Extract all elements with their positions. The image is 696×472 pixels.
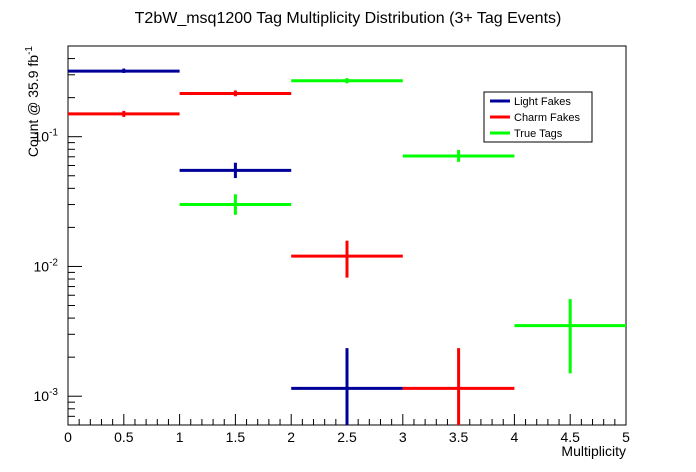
y-tick-label: 10-1 [34, 128, 59, 145]
x-tick-label: 2.5 [337, 429, 357, 445]
y-tick-labels: 10-310-210-1 [34, 128, 59, 405]
x-tick-label: 3.5 [449, 429, 469, 445]
legend-item: True Tags [490, 128, 563, 140]
data-point [291, 78, 403, 84]
y-axis-label: Count @ 35.9 fb-1 [24, 46, 41, 158]
axis-ticks [67, 45, 627, 426]
x-tick-label: 1 [176, 429, 184, 445]
data-point [68, 68, 180, 73]
y-tick-exponent: -1 [49, 128, 58, 139]
y-tick-exponent: -3 [49, 387, 58, 398]
legend-label: Light Fakes [514, 96, 571, 108]
y-tick-label: 10-2 [34, 257, 59, 274]
x-tick-label: 3 [399, 429, 407, 445]
data-point [179, 162, 292, 179]
legend: Light Fakes Charm Fakes True Tags [483, 91, 593, 143]
data-point [291, 348, 403, 425]
x-tick-label: 0 [64, 429, 72, 445]
data-point [179, 194, 292, 215]
chart-title: T2bW_msq1200 Tag Multiplicity Distributi… [135, 10, 562, 27]
x-tick-label: 2 [287, 429, 295, 445]
x-tick-label: 4.5 [560, 429, 580, 445]
y-tick-label: 10-3 [34, 387, 59, 404]
y-axis-label-superscript: -1 [24, 46, 35, 55]
x-tick-label: 1.5 [226, 429, 246, 445]
data-point [402, 149, 515, 162]
data-point [402, 348, 515, 425]
legend-item: Light Fakes [490, 96, 571, 108]
y-tick-base: 10 [34, 258, 50, 274]
y-tick-base: 10 [34, 129, 50, 145]
y-tick-exponent: -2 [49, 257, 58, 268]
legend-item: Charm Fakes [490, 112, 581, 124]
data-point [291, 240, 403, 278]
series-charm-fakes [68, 90, 515, 425]
x-axis-label: Multiplicity [561, 443, 626, 459]
y-tick-base: 10 [34, 388, 50, 404]
series-group [68, 68, 626, 425]
legend-label: True Tags [514, 128, 563, 140]
x-tick-label: 0.5 [114, 429, 134, 445]
series-light-fakes [68, 68, 403, 425]
legend-label: Charm Fakes [514, 112, 581, 124]
x-tick-label: 5 [622, 429, 630, 445]
x-tick-label: 4 [511, 429, 519, 445]
data-point [179, 90, 292, 97]
data-point [514, 299, 626, 374]
data-point [68, 110, 180, 117]
y-axis-label-text: Count @ 35.9 fb [25, 55, 41, 157]
x-tick-labels: 0 0.5 1 1.5 2 2.5 3 3.5 4 4.5 5 [64, 429, 630, 445]
series-true-tags [179, 78, 626, 374]
